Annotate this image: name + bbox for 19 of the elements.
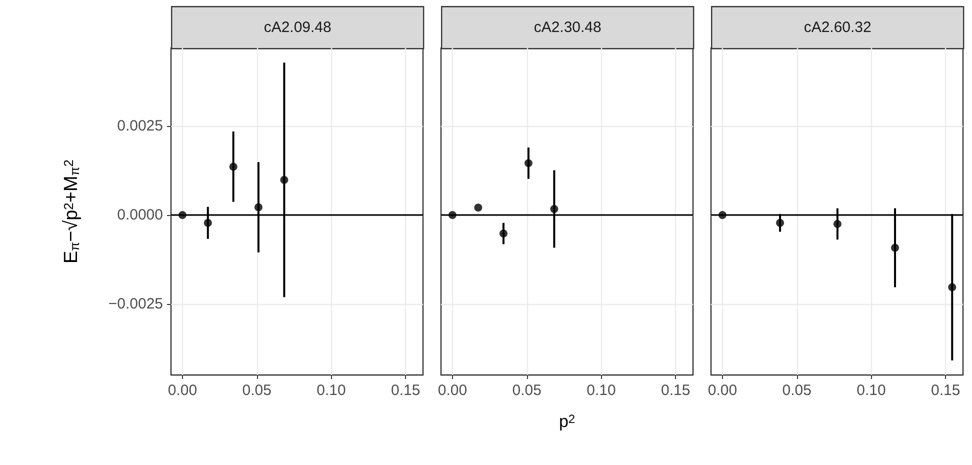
x-tick-label: 0.00 bbox=[438, 382, 468, 399]
x-tick-label: 0.15 bbox=[660, 382, 690, 399]
x-tick-label: 0.05 bbox=[242, 382, 272, 399]
x-tick-label: 0.05 bbox=[782, 382, 812, 399]
y-tick-label: −0.0025 bbox=[108, 295, 163, 312]
x-tick-label: 0.00 bbox=[168, 382, 198, 399]
x-tick-label: 0.10 bbox=[316, 382, 346, 399]
y-axis-title: Eπ−√p2+Mπ2 bbox=[61, 159, 82, 264]
x-tick-label: 0.10 bbox=[856, 382, 886, 399]
x-tick-label: 0.05 bbox=[512, 382, 542, 399]
x-tick-label: 0.15 bbox=[390, 382, 420, 399]
chart-title: cA2.09.48 bbox=[264, 19, 332, 36]
x-tick-label: 0.15 bbox=[930, 382, 960, 399]
chart-title: cA2.60.32 bbox=[804, 19, 872, 36]
chart-title: cA2.30.48 bbox=[534, 19, 602, 36]
y-tick-label: 0.0000 bbox=[117, 206, 163, 224]
x-tick-label: 0.00 bbox=[708, 382, 738, 399]
x-tick-label: 0.10 bbox=[586, 382, 616, 399]
y-tick-label: 0.0025 bbox=[117, 118, 163, 135]
